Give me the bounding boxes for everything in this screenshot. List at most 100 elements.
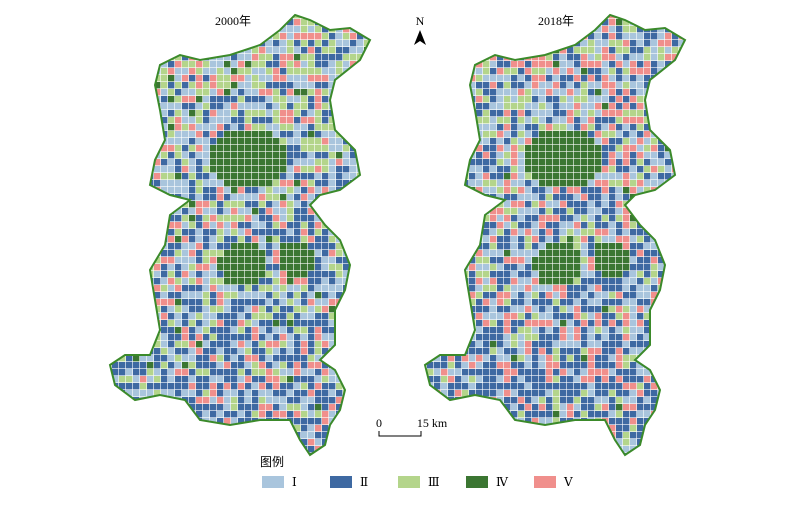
map-cell xyxy=(602,390,609,397)
map-cell xyxy=(630,355,637,362)
map-cell xyxy=(168,187,175,194)
map-cell xyxy=(588,411,595,418)
map-cell xyxy=(161,299,168,306)
map-cell xyxy=(462,313,469,320)
map-cell xyxy=(658,271,665,278)
map-cell xyxy=(665,82,672,89)
map-cell xyxy=(294,278,301,285)
map-cell xyxy=(504,341,511,348)
map-cell xyxy=(448,404,455,411)
map-cell xyxy=(490,19,497,26)
map-cell xyxy=(476,68,483,75)
map-cell xyxy=(553,369,560,376)
map-cell xyxy=(574,411,581,418)
map-cell xyxy=(161,19,168,26)
map-cell xyxy=(595,82,602,89)
map-cell xyxy=(280,362,287,369)
map-cell xyxy=(511,292,518,299)
map-cell xyxy=(350,187,357,194)
map-cell xyxy=(329,54,336,61)
map-cell xyxy=(126,383,133,390)
map-cell xyxy=(371,54,377,60)
map-cell xyxy=(441,313,448,320)
map-cell xyxy=(448,159,455,166)
map-cell xyxy=(210,348,217,355)
map-cell xyxy=(231,229,238,236)
map-cell xyxy=(441,376,448,383)
map-cell xyxy=(651,15,658,19)
map-cell xyxy=(532,250,539,257)
map-cell xyxy=(308,61,315,68)
map-cell xyxy=(210,320,217,327)
map-cell xyxy=(595,180,602,187)
map-cell xyxy=(616,404,623,411)
map-cell xyxy=(672,187,679,194)
map-cell xyxy=(539,362,546,369)
map-cell xyxy=(504,425,511,432)
map-cell xyxy=(350,334,357,341)
map-cell xyxy=(609,201,616,208)
map-cell xyxy=(224,173,231,180)
map-cell xyxy=(525,96,532,103)
map-cell xyxy=(210,201,217,208)
map-cell xyxy=(112,369,119,376)
map-cell xyxy=(371,222,377,228)
map-cell xyxy=(511,15,518,19)
map-cell xyxy=(539,82,546,89)
map-cell xyxy=(539,194,546,201)
map-cell xyxy=(168,19,175,26)
map-cell xyxy=(287,194,294,201)
map-cell xyxy=(273,110,280,117)
map-cell xyxy=(511,432,518,439)
map-cell xyxy=(294,236,301,243)
map-cell xyxy=(560,383,567,390)
map-cell xyxy=(504,397,511,404)
map-cell xyxy=(546,194,553,201)
map-cell xyxy=(448,355,455,362)
map-cell xyxy=(259,278,266,285)
map-cell xyxy=(630,187,637,194)
map-cell xyxy=(133,26,140,33)
map-cell xyxy=(644,194,651,201)
map-cell xyxy=(497,26,504,33)
map-cell xyxy=(280,243,287,250)
map-cell xyxy=(476,439,483,446)
map-cell xyxy=(322,159,329,166)
map-cell xyxy=(448,362,455,369)
map-cell xyxy=(658,257,665,264)
map-cell xyxy=(686,173,692,179)
map-cell xyxy=(553,362,560,369)
map-cell xyxy=(630,152,637,159)
map-cell xyxy=(182,159,189,166)
map-cell xyxy=(616,103,623,110)
map-cell xyxy=(119,145,126,152)
map-cell xyxy=(546,292,553,299)
map-cell xyxy=(343,327,350,334)
map-cell xyxy=(476,40,483,47)
map-cell xyxy=(308,75,315,82)
map-cell xyxy=(294,75,301,82)
map-cell xyxy=(280,215,287,222)
map-cell xyxy=(280,355,287,362)
map-cell xyxy=(140,425,147,432)
map-cell xyxy=(462,425,469,432)
map-cell xyxy=(602,222,609,229)
map-cell xyxy=(245,124,252,131)
map-cell xyxy=(425,215,427,222)
map-cell xyxy=(637,243,644,250)
map-cell xyxy=(147,432,154,439)
map-cell xyxy=(336,257,343,264)
map-cell xyxy=(581,145,588,152)
map-cell xyxy=(110,250,112,257)
map-cell xyxy=(588,75,595,82)
map-cell xyxy=(175,75,182,82)
map-cell xyxy=(203,96,210,103)
map-cell xyxy=(315,159,322,166)
map-cell xyxy=(427,271,434,278)
map-cell xyxy=(224,320,231,327)
map-cell xyxy=(434,397,441,404)
map-cell xyxy=(315,215,322,222)
map-cell xyxy=(119,40,126,47)
map-cell xyxy=(140,334,147,341)
map-cell xyxy=(217,439,224,446)
